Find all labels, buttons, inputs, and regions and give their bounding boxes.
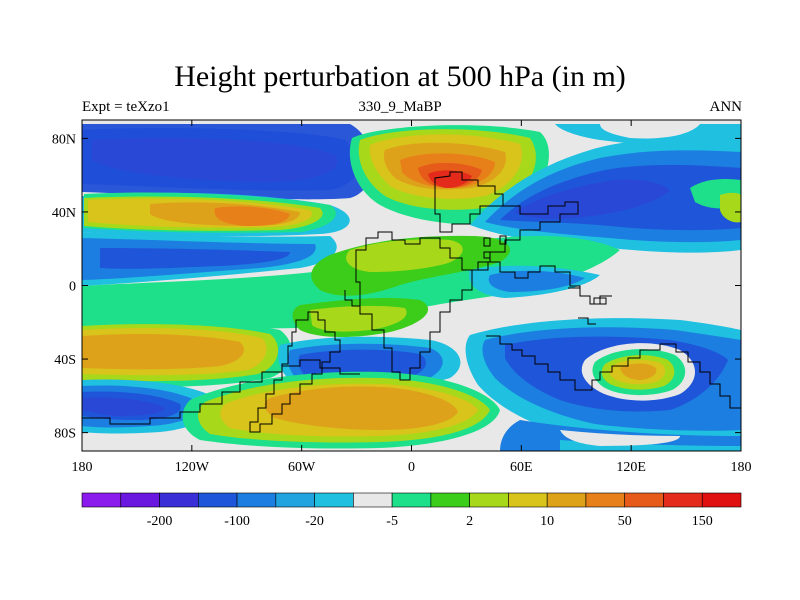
x-tick-label: 60W bbox=[288, 460, 316, 475]
south-america-coast bbox=[249, 311, 341, 433]
colorbar-label: -200 bbox=[147, 514, 173, 529]
colorbar-swatch bbox=[508, 492, 548, 508]
colorbar-swatch bbox=[159, 492, 199, 508]
experiment-label: Expt = teXzo1 bbox=[82, 99, 170, 115]
colorbar-swatch bbox=[197, 492, 238, 508]
colorbar-label: 10 bbox=[540, 514, 554, 529]
colorbar-label: 50 bbox=[618, 514, 632, 529]
axis-ticks: 180 120W 60W 0 60E 120E 180 80N 40N 0 40S 80S bbox=[52, 120, 752, 475]
nh-tropical-negative bbox=[82, 232, 337, 286]
india-coast bbox=[472, 261, 581, 296]
nh-subtropical-positive bbox=[82, 192, 350, 237]
coastlines bbox=[82, 171, 741, 433]
y-tick-label: 40N bbox=[52, 206, 76, 221]
colorbar-swatch bbox=[275, 492, 315, 508]
x-tick-label: 0 bbox=[408, 460, 415, 475]
y-tick-label: 40S bbox=[54, 353, 76, 368]
colorbar-swatch bbox=[314, 492, 354, 508]
x-tick-label: 120E bbox=[616, 460, 646, 475]
southern-ocean-low bbox=[82, 379, 215, 434]
asia-negative bbox=[470, 138, 741, 253]
chart-title: Height perturbation at 500 hPa (in m) bbox=[174, 60, 626, 93]
antarctica-coast bbox=[82, 359, 360, 425]
colorbar-swatch bbox=[663, 492, 703, 508]
x-tick-label: 120W bbox=[175, 460, 210, 475]
indian-ocean-ring bbox=[465, 318, 741, 446]
colorbar: -200 -100 -20 -5 2 10 50 150 bbox=[81, 492, 742, 529]
colorbar-label: 2 bbox=[466, 514, 473, 529]
run-label: 330_9_MaBP bbox=[358, 99, 442, 115]
colorbar-label: -100 bbox=[224, 514, 250, 529]
colorbar-swatch bbox=[81, 492, 122, 508]
small-islands bbox=[483, 235, 607, 305]
colorbar-label: -5 bbox=[386, 514, 398, 529]
colorbar-swatch bbox=[391, 492, 432, 508]
colorbar-swatch bbox=[236, 492, 277, 508]
colorbar-swatch bbox=[469, 492, 509, 508]
australia-coast bbox=[486, 335, 741, 409]
x-tick-label: 180 bbox=[72, 460, 93, 475]
period-label: ANN bbox=[709, 99, 743, 115]
colorbar-swatch bbox=[353, 492, 393, 508]
antarctic-east-negative bbox=[500, 420, 741, 451]
x-tick-label: 180 bbox=[731, 460, 752, 475]
x-tick-label: 60E bbox=[510, 460, 533, 475]
europe-coast bbox=[434, 171, 504, 233]
map-field bbox=[82, 120, 741, 451]
tropical-positive bbox=[82, 235, 620, 337]
africa-coast bbox=[344, 231, 473, 381]
colorbar-swatch bbox=[120, 492, 160, 508]
y-tick-label: 80S bbox=[54, 427, 76, 442]
arctic-negative-band bbox=[82, 124, 373, 200]
colorbar-label: 150 bbox=[692, 514, 713, 529]
colorbar-swatch bbox=[585, 492, 626, 508]
colorbar-swatch bbox=[624, 492, 664, 508]
north-pacific-east bbox=[555, 124, 741, 223]
y-tick-label: 80N bbox=[52, 132, 76, 147]
colorbar-label: -20 bbox=[305, 514, 324, 529]
y-tick-label: 0 bbox=[69, 280, 76, 295]
colorbar-swatch bbox=[701, 492, 742, 508]
colorbar-swatch bbox=[430, 492, 470, 508]
colorbar-swatch bbox=[546, 492, 587, 508]
sh-midlatitude-positive bbox=[82, 320, 292, 388]
